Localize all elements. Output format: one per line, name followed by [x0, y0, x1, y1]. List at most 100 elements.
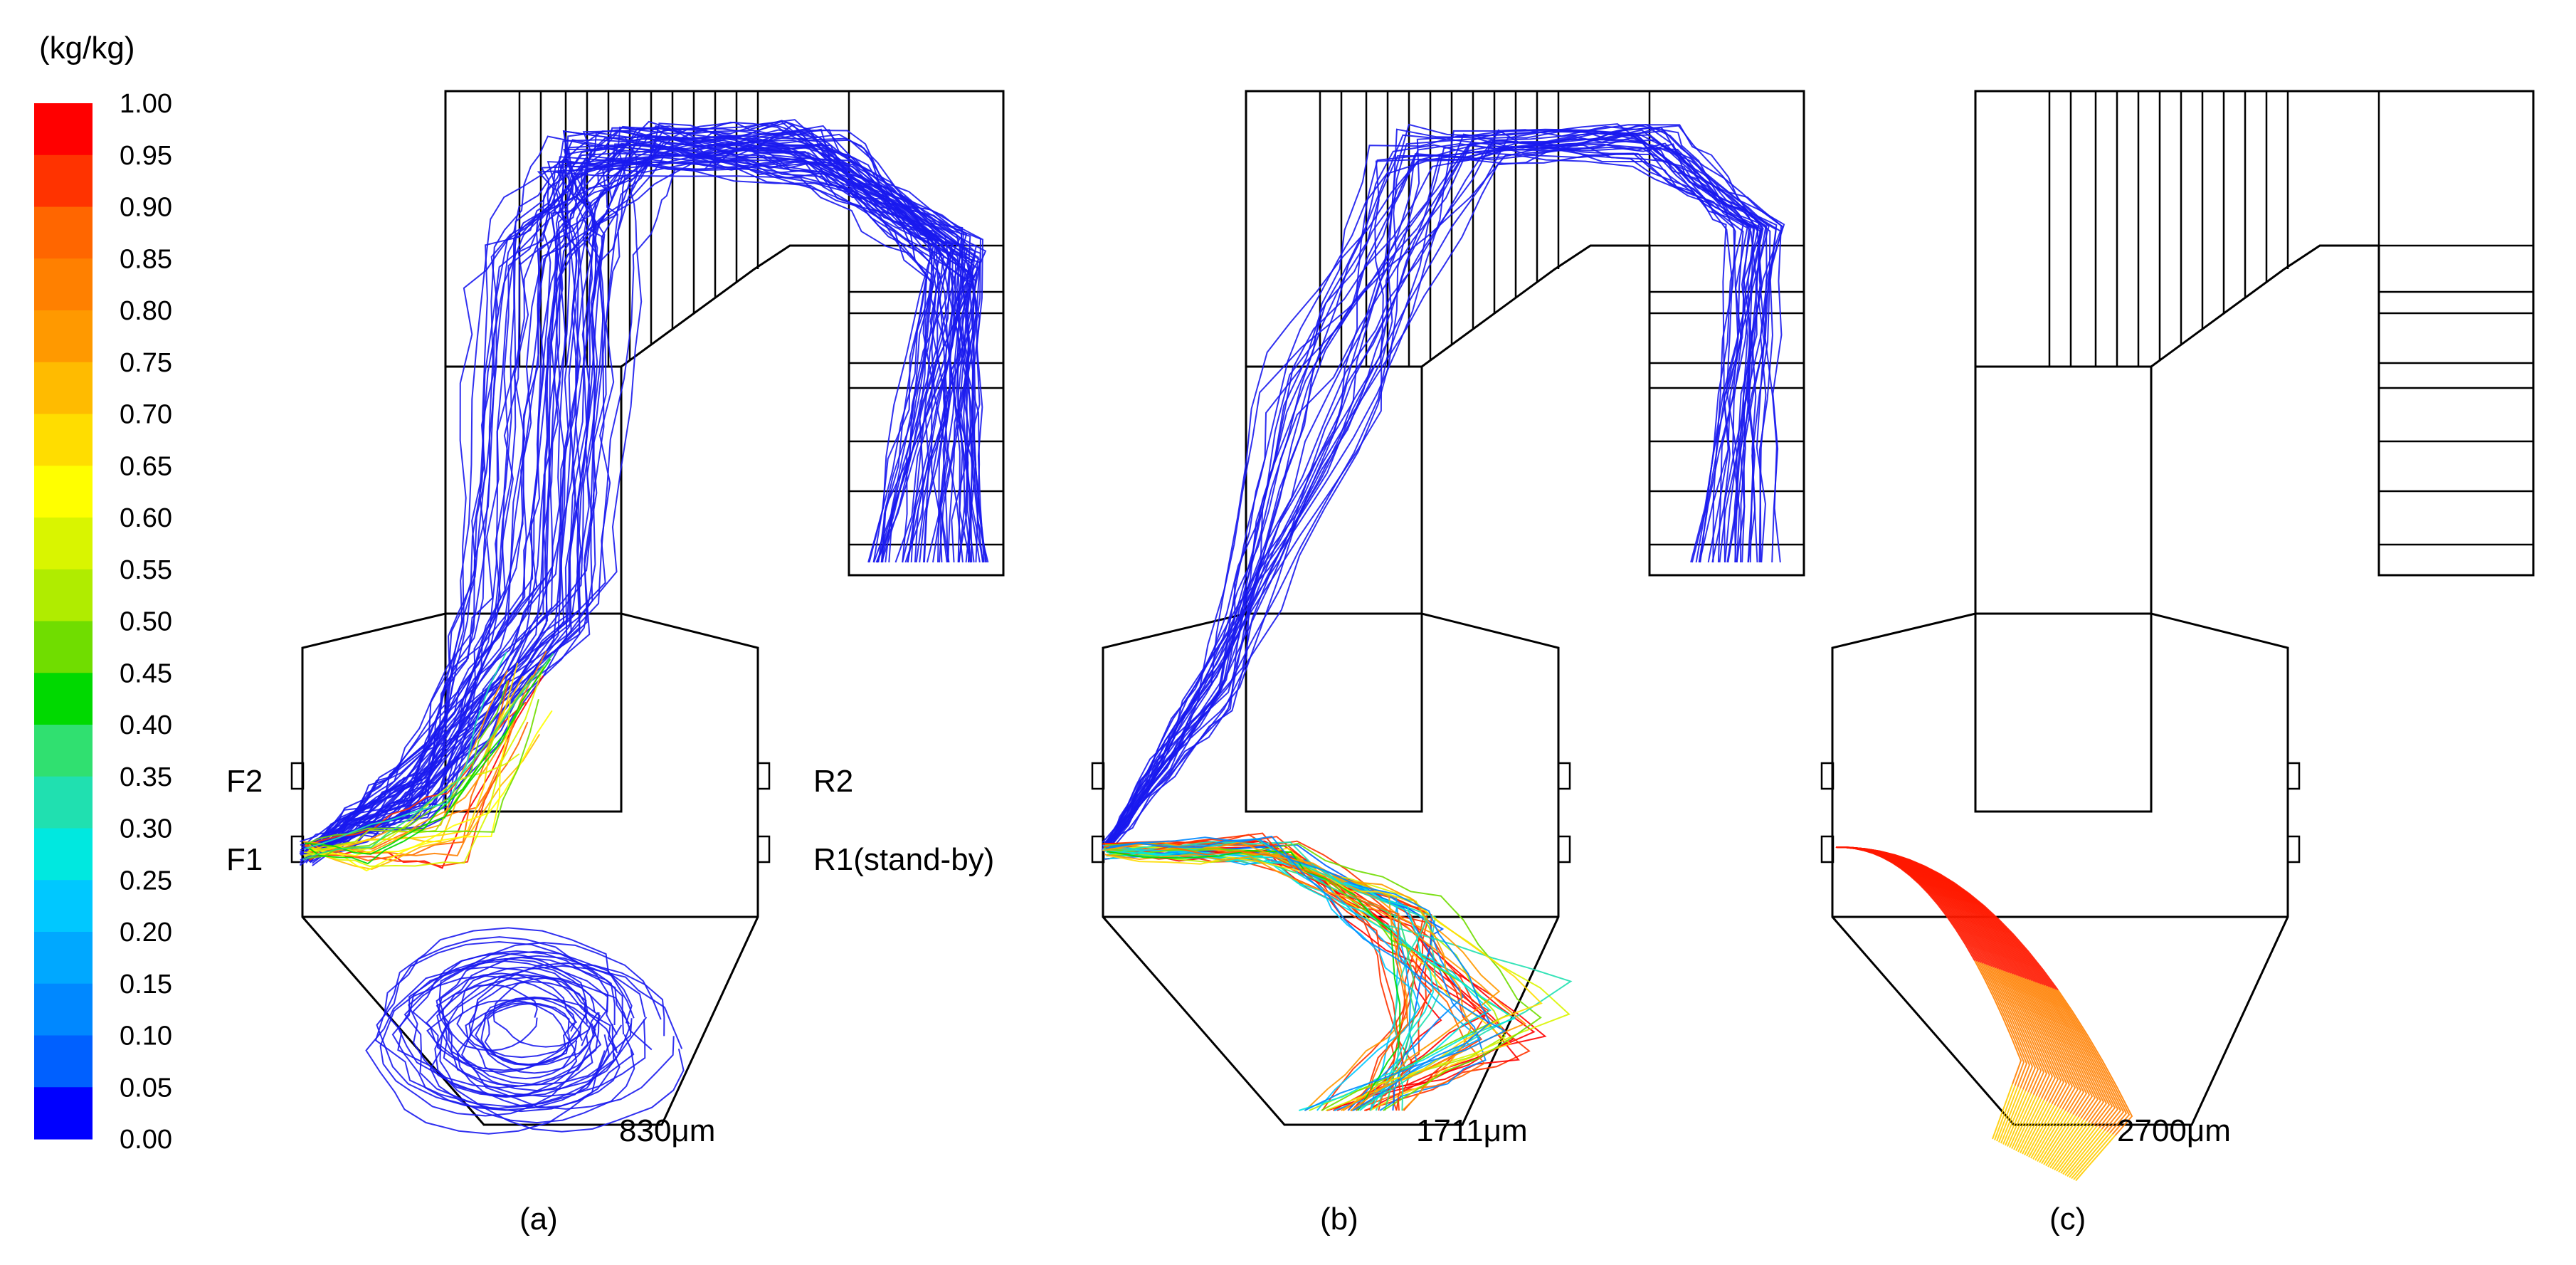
trajectory-line	[2000, 1089, 2024, 1144]
trajectory-line	[2053, 988, 2128, 1134]
trajectory-line	[2002, 970, 2059, 1102]
trajectory-line	[305, 171, 966, 850]
trajectory-line	[2064, 1128, 2103, 1176]
trajectory-line	[2009, 1094, 2034, 1148]
rear-burner-port	[1557, 835, 1571, 864]
trajectory-line	[307, 662, 519, 852]
port-label-f2: F2	[226, 764, 263, 799]
trajectory-line	[2038, 982, 2108, 1125]
trajectory-line	[1105, 127, 1785, 849]
colorbar-swatch	[34, 1087, 93, 1140]
trajectory-line	[2029, 980, 2096, 1119]
trajectory-line	[1989, 965, 2042, 1094]
trajectory-line	[302, 666, 545, 854]
trajectory-line	[2062, 1127, 2100, 1175]
furnace-outline	[1831, 612, 2289, 1126]
trajectory-line	[1995, 967, 2051, 1098]
trajectory-line	[302, 653, 554, 861]
furnace-outline	[1102, 612, 1560, 1126]
trajectory-line	[302, 139, 934, 855]
upper-pass-outline	[1974, 90, 2535, 614]
trajectory-line	[1105, 850, 1429, 1111]
trajectory-line	[2058, 1124, 2095, 1173]
colorbar-tick-label: 0.35	[120, 762, 172, 792]
colorbar-tick-label: 0.70	[120, 400, 172, 430]
trajectory-line	[1987, 965, 2039, 1093]
trajectory-line	[2071, 1132, 2111, 1180]
trajectory-line	[480, 997, 581, 1066]
trajectory-line	[2039, 1113, 2071, 1163]
trajectory-line	[1994, 1085, 2016, 1140]
colorbar-tick-label: 0.15	[120, 970, 172, 999]
trajectory-line	[2015, 1098, 2042, 1151]
colorbar-swatch	[34, 518, 93, 570]
colorbar-swatch	[34, 103, 93, 156]
central-column	[1974, 365, 2153, 813]
trajectory-line	[398, 960, 608, 1098]
colorbar-swatch	[34, 983, 93, 1036]
trajectory-line	[1104, 841, 1542, 1111]
trajectory-line	[300, 153, 948, 851]
trajectory-line	[2069, 1130, 2108, 1178]
colorbar-swatch	[34, 1035, 93, 1088]
trajectory-line	[2042, 984, 2113, 1127]
trajectory-line	[305, 658, 551, 855]
trajectory-line	[1109, 135, 1767, 848]
trajectory-line	[2051, 987, 2125, 1133]
trajectory-line	[2017, 975, 2079, 1111]
trajectory-line	[2032, 1108, 2064, 1160]
trajectory-line	[2056, 1123, 2092, 1172]
trajectory-line	[2054, 1122, 2090, 1171]
trajectory-line	[301, 159, 984, 849]
trajectory-line	[1104, 142, 1783, 847]
trajectory-line	[302, 152, 950, 861]
colorbar-tick-label: 0.10	[120, 1022, 172, 1051]
rear-burner-port	[756, 762, 771, 790]
trajectory-line	[309, 703, 524, 865]
port-labels: F2 F1 R2 R1(stand-by)	[226, 764, 994, 877]
port-label-f1: F1	[226, 842, 263, 877]
trajectory-line	[304, 675, 534, 859]
colorbar-tick-label: 0.65	[120, 451, 172, 481]
front-burner-port	[1091, 762, 1105, 790]
trajectory-line	[1107, 144, 1766, 844]
colorbar-tick-label: 0.40	[120, 710, 172, 740]
trajectory-line	[436, 973, 602, 1087]
trajectory-line	[300, 122, 971, 846]
boiler-outline-c	[1820, 90, 2535, 1126]
colorbar-swatch	[34, 154, 93, 208]
panel-b-size-label: 1711μm	[1416, 1113, 1528, 1148]
trajectory-line	[1102, 127, 1771, 847]
panel-a-caption: (a)	[519, 1202, 558, 1237]
trajectory-line	[305, 149, 953, 856]
trajectory-line	[302, 127, 964, 862]
trajectory-line	[2040, 983, 2111, 1125]
panel-captions: 830μm 1711μm 2700μm (a) (b) (c)	[519, 1113, 2231, 1237]
trajectory-line	[2011, 1096, 2037, 1149]
trajectory-line	[2015, 974, 2076, 1110]
trajectory-line	[2025, 978, 2091, 1116]
trajectory-line	[2034, 1110, 2066, 1161]
colorbar-tick-label: 0.30	[120, 814, 172, 844]
front-burner-port	[1820, 835, 1835, 864]
colorbar-swatch	[34, 466, 93, 518]
colorbar-swatch	[34, 828, 93, 881]
trajectory-line	[310, 152, 976, 858]
trajectory-line	[436, 950, 635, 1086]
trajectory-line	[302, 125, 955, 854]
trajectory-line	[1107, 142, 1777, 851]
colorbar-swatch	[34, 932, 93, 985]
colorbar-tick-label: 0.25	[120, 866, 172, 896]
trajectory-line	[2019, 976, 2082, 1113]
trajectory-line	[2020, 1101, 2047, 1153]
trajectory-line	[1992, 1083, 2013, 1140]
colorbar-swatch	[34, 414, 93, 466]
trajectory-line	[306, 125, 933, 860]
trajectory-line	[2028, 1106, 2058, 1158]
colorbar-swatch	[34, 258, 93, 311]
trajectory-line	[2023, 977, 2088, 1116]
trajectory-line	[304, 651, 507, 850]
boiler-outline-a	[290, 90, 1005, 1126]
trajectory-line	[1976, 960, 2025, 1086]
trajectory-line	[309, 155, 981, 853]
